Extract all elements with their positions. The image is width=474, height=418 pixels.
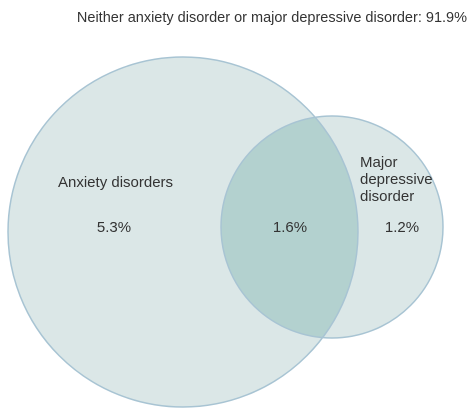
anxiety-disorders-label: Anxiety disorders [58,174,173,191]
mdd-label-line-1: Major [360,154,398,171]
major-depressive-disorder-label: Major depressive disorder [360,154,437,205]
overlap-region [221,116,358,338]
major-depressive-disorder-outline [220,115,444,339]
anxiety-only-value: 5.3% [97,219,131,236]
neither-condition-caption: Neither anxiety disorder or major depres… [77,10,467,26]
mdd-label-line-3: disorder [360,188,414,205]
mdd-label-line-2: depressive [360,171,433,188]
overlap-value: 1.6% [273,219,307,236]
depressive-only-value: 1.2% [385,219,419,236]
anxiety-disorders-outline [7,56,359,408]
